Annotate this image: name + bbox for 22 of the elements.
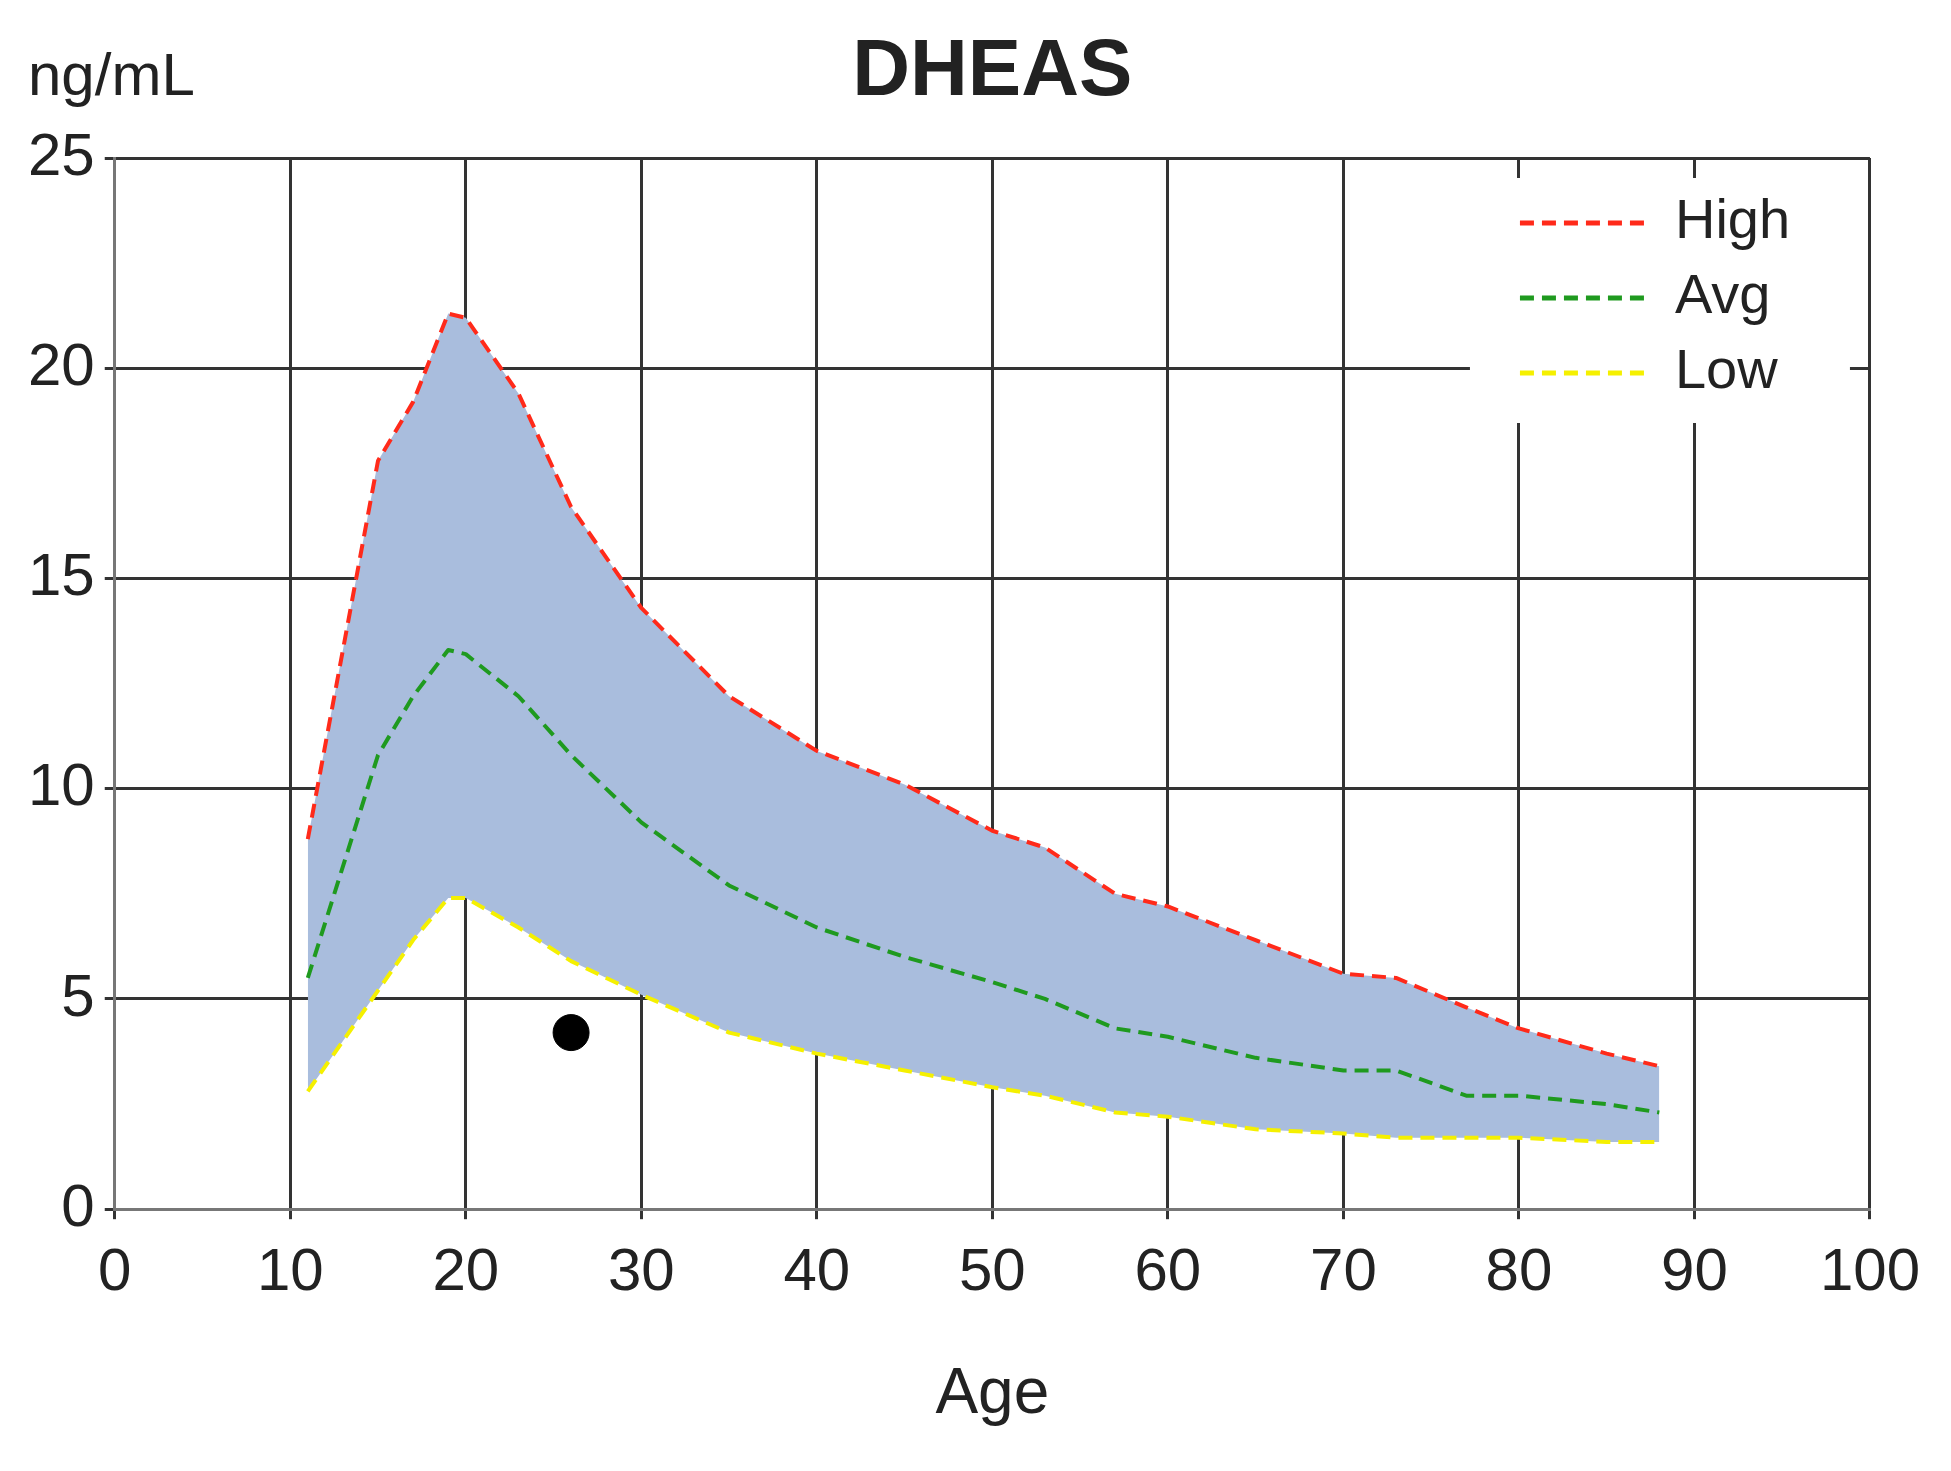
- legend-label: Avg: [1674, 262, 1771, 326]
- x-tick-label: 30: [607, 1235, 675, 1303]
- legend-label: Low: [1674, 337, 1779, 401]
- x-tick-label: 80: [1485, 1235, 1553, 1303]
- x-tick-label: 10: [256, 1235, 324, 1303]
- y-tick-label: 20: [27, 330, 95, 398]
- y-tick-label: 15: [27, 541, 95, 609]
- x-tick-label: 50: [958, 1235, 1026, 1303]
- x-tick-label: 100: [1819, 1235, 1920, 1303]
- x-tick-label: 20: [432, 1235, 500, 1303]
- legend-label: High: [1674, 187, 1791, 251]
- y-tick-label: 5: [61, 961, 95, 1029]
- x-tick-label: 40: [783, 1235, 851, 1303]
- x-tick-label: 60: [1134, 1235, 1202, 1303]
- x-axis-title: Age: [935, 1355, 1050, 1428]
- y-tick-label: 10: [27, 751, 95, 819]
- y-tick-label: 25: [27, 120, 95, 188]
- y-tick-label: 0: [61, 1171, 95, 1239]
- x-tick-label: 90: [1661, 1235, 1728, 1303]
- chart-title: DHEAS: [852, 23, 1133, 113]
- y-axis-title: ng/mL: [28, 40, 195, 108]
- x-tick-label: 70: [1310, 1235, 1377, 1303]
